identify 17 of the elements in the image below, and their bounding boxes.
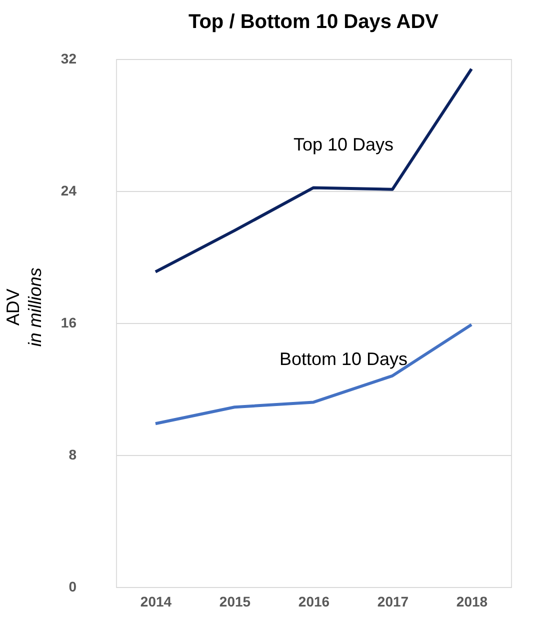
series-label: Top 10 Days — [293, 134, 394, 155]
line-series — [154, 67, 473, 274]
y-axis-title: ADV — [3, 288, 23, 326]
x-tick-label: 2017 — [377, 594, 409, 610]
x-tick-label: 2018 — [456, 594, 488, 610]
y-tick-label: 8 — [68, 446, 77, 462]
series-label: Bottom 10 Days — [279, 349, 408, 370]
line-series — [154, 323, 473, 426]
text: in millions — [25, 268, 45, 347]
y-tick-label: 24 — [60, 182, 77, 198]
x-tick-label: 2016 — [298, 594, 330, 610]
y-tick-label: 0 — [68, 578, 77, 594]
x-tick-label: 2014 — [140, 594, 172, 610]
y-tick-label: 16 — [60, 314, 77, 330]
chart-title: Top / Bottom 10 Days ADV — [188, 11, 440, 33]
x-tick-label: 2015 — [219, 594, 251, 610]
y-tick-label: 32 — [60, 50, 77, 66]
